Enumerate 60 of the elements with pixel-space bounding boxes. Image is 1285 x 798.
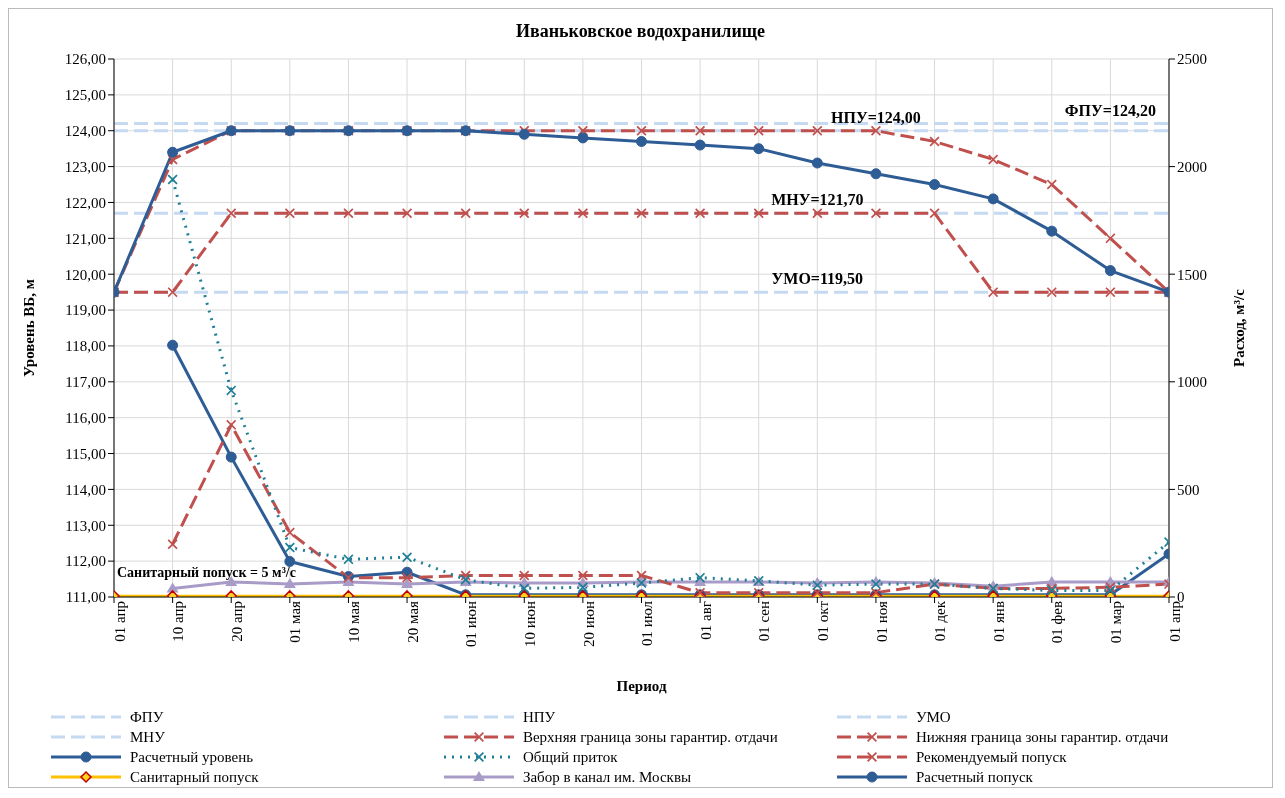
annotation: Санитарный попуск = 5 м³/с [117,565,296,580]
x-tick-label: 20 июн [580,601,597,648]
x-tick-label: 10 апр [170,601,187,642]
y2-tick-label: 2500 [1177,51,1207,68]
y-tick-label: 113,00 [65,517,106,534]
annotation: МНУ=121,70 [771,191,864,209]
x-tick-label: 20 апр [228,601,245,642]
x-tick-label: 10 июн [521,601,538,648]
x-tick-label: 01 авг [697,601,714,640]
legend-label: НПУ [522,708,556,726]
y-tick-label: 117,00 [65,374,106,391]
x-tick-label: 01 фев [1049,601,1066,644]
y2-axis-title: Расход, м³/с [1231,288,1248,367]
x-tick-label: 10 мая [346,600,363,643]
y-tick-label: 123,00 [64,158,106,175]
legend-label: Расчетный уровень [130,748,254,766]
legend-label: Санитарный попуск [130,768,259,786]
x-tick-label: 20 мая [404,600,421,643]
y-tick-label: 120,00 [64,266,106,283]
y-tick-label: 126,00 [64,51,106,68]
y-tick-label: 118,00 [65,338,106,355]
x-tick-label: 01 сен [756,601,773,642]
x-tick-label: 01 мая [287,600,304,643]
legend-label: Нижняя граница зоны гарантир. отдачи [915,728,1169,746]
annotation: УМО=119,50 [771,270,864,288]
legend-label: Рекомендуемый попуск [915,748,1067,766]
y-tick-label: 114,00 [65,481,106,498]
x-tick-label: 01 июн [463,601,480,648]
y-axis-title: Уровень ВБ, м [21,279,38,377]
y-tick-label: 122,00 [64,194,106,211]
legend-label: Верхняя граница зоны гарантир. отдачи [522,728,778,746]
x-tick-label: 01 июл [639,600,656,647]
legend-label: УМО [915,708,951,726]
x-tick-label: 01 окт [814,600,831,641]
x-tick-label: 01 мар [1108,601,1125,644]
legend-label: МНУ [130,728,165,746]
x-tick-label: 01 дек [932,600,949,642]
y-tick-label: 116,00 [65,409,106,426]
annotation: ФПУ=124,20 [1064,101,1156,119]
y-tick-label: 121,00 [64,230,106,247]
y-tick-label: 125,00 [64,87,106,104]
y-tick-label: 112,00 [65,553,106,570]
x-tick-label: 01 апр [111,601,128,642]
y2-tick-label: 500 [1177,481,1200,498]
y2-tick-label: 1000 [1177,374,1207,391]
chart-title: Иваньковское водохранилище [515,20,766,43]
x-tick-label: 01 янв [990,601,1007,642]
legend-label: Расчетный попуск [915,768,1033,786]
y-tick-label: 111,00 [65,589,106,606]
y-tick-label: 115,00 [65,445,106,462]
y2-tick-label: 1500 [1177,266,1207,283]
x-tick-label: 01 ноя [873,600,890,642]
y-tick-label: 124,00 [64,123,106,140]
legend-label: ФПУ [130,708,164,726]
x-axis-title: Период [616,678,667,694]
legend-label: Общий приток [522,748,618,766]
y-tick-label: 119,00 [65,302,106,319]
y2-tick-label: 2000 [1177,158,1207,175]
legend-label: Забор в канал им. Москвы [522,768,692,786]
annotation: НПУ=124,00 [831,108,921,126]
